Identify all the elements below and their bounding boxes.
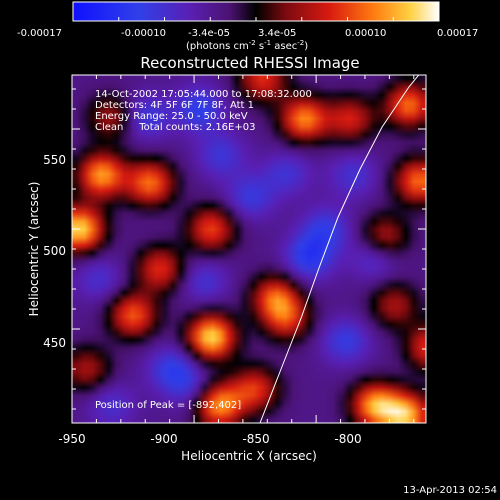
annotation-energy-range: Energy Range: 25.0 - 50.0 keV [95, 111, 248, 122]
annotation-total-counts: Clean Total counts: 2.16E+03 [95, 122, 255, 133]
colorbar-tick-label: -0.00010 [121, 28, 166, 39]
colorbar-unit-label: (photons cm-2 s-1 asec-2) [186, 39, 308, 52]
annotation-time-range: 14-Oct-2002 17:05:44.000 to 17:08:32.000 [95, 89, 312, 100]
peak-position-label: Position of Peak = [-892,402] [95, 400, 241, 411]
x-tick-label: -900 [150, 432, 177, 446]
colorbar-tick-marks [118, 17, 394, 21]
y-tick-label: 450 [43, 336, 66, 350]
y-axis-label: Heliocentric Y (arcsec) [27, 182, 41, 317]
x-tick-label: -950 [58, 432, 85, 446]
colorbar: -0.00017 -0.00010 -3.4e-05 3.4e-05 0.000… [17, 1, 478, 52]
x-tick-label: -800 [334, 432, 361, 446]
colorbar-tick-label: 0.00010 [345, 28, 386, 39]
footer-timestamp: 13-Apr-2013 02:54 [403, 485, 497, 496]
observation-annotations: 14-Oct-2002 17:05:44.000 to 17:08:32.000… [95, 89, 312, 411]
x-tick-label: -850 [242, 432, 269, 446]
colorbar-tick-label: 3.4e-05 [258, 28, 296, 39]
y-tick-label: 550 [43, 153, 66, 167]
heatmap-image [72, 75, 426, 423]
colorbar-tick-label: -0.00017 [17, 28, 62, 39]
colorbar-tick-label: 0.00017 [437, 28, 478, 39]
solar-limb-line [259, 75, 420, 423]
chart-title: Reconstructed RHESSI Image [140, 54, 359, 72]
heatmap-plot-area [72, 75, 426, 423]
colorbar-tick-label: -3.4e-05 [188, 28, 230, 39]
axis-tick-marks [71, 75, 426, 423]
x-axis-label: Heliocentric X (arcsec) [181, 449, 317, 463]
y-tick-label: 500 [43, 244, 66, 258]
annotation-detectors: Detectors: 4F 5F 6F 7F 8F, Att 1 [95, 100, 254, 111]
